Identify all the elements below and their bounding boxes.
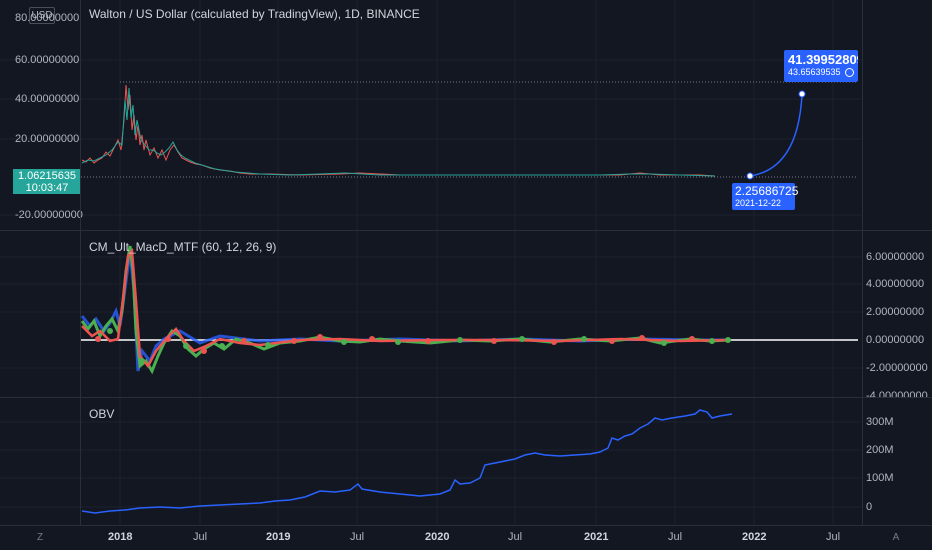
- macd-scale-label: -2.00000000: [866, 362, 928, 374]
- price-chart-svg: [0, 0, 862, 230]
- settings-icon[interactable]: [845, 68, 855, 78]
- macd-scale-label: 4.00000000: [866, 278, 925, 290]
- projection-start-value: 2.25686725: [735, 184, 799, 198]
- signal-line: [81, 247, 731, 369]
- projection-end-point[interactable]: [798, 90, 806, 98]
- price-pane[interactable]: USD Walton / US Dollar (calculated by Tr…: [0, 0, 862, 230]
- macd-scale-label: 6.00000000: [866, 251, 925, 263]
- chart-title: Walton / US Dollar (calculated by Tradin…: [89, 7, 420, 21]
- projection-end-value: 41.39952809: [788, 52, 858, 67]
- last-price-value: 1.06215635: [17, 170, 77, 182]
- macd-pane[interactable]: CM_Ult_MacD_MTF (60, 12, 26, 9) 6.000000…: [0, 231, 932, 397]
- price-scale-label: -20.00000000: [15, 209, 83, 221]
- time-axis-label: 2018: [108, 531, 133, 543]
- price-scale-label: 20.00000000: [15, 133, 80, 145]
- projection-start-date: 2021-12-22: [735, 198, 782, 208]
- time-axis-label: Jul: [668, 531, 683, 543]
- bar-countdown: 10:03:47: [25, 182, 69, 194]
- auto-scale-button[interactable]: A: [892, 532, 900, 543]
- macd-title: CM_Ult_MacD_MTF (60, 12, 26, 9): [89, 240, 277, 254]
- obv-pane[interactable]: OBV 300M 200M 100M 0: [0, 398, 932, 525]
- projection-curve: [749, 94, 803, 177]
- obv-scale-label: 200M: [866, 444, 894, 456]
- price-candles: [81, 84, 716, 177]
- macd-scale-label: 2.00000000: [866, 306, 925, 318]
- last-price-tag: 1.06215635 10:03:47: [13, 169, 81, 194]
- zoom-toggle-button[interactable]: Z: [36, 532, 44, 543]
- time-axis-label: 2019: [266, 531, 291, 543]
- macd-line: [80, 245, 731, 375]
- macd-scale-label: -4.00000000: [866, 390, 928, 397]
- price-scale-label: 80.00000000: [15, 12, 80, 24]
- currency-badge[interactable]: USD: [29, 7, 55, 24]
- macd-chart-svg: [0, 231, 862, 397]
- projection-start-label[interactable]: 2.25686725 2021-12-22: [732, 183, 799, 210]
- time-axis-label: 2021: [584, 531, 609, 543]
- price-scale-label: 40.00000000: [15, 93, 80, 105]
- time-axis-label: 2020: [425, 531, 450, 543]
- time-axis-label: Jul: [193, 531, 208, 543]
- obv-title: OBV: [89, 407, 115, 421]
- time-axis-label: Jul: [508, 531, 523, 543]
- macd-histogram: [80, 250, 730, 372]
- time-axis-label: 2022: [742, 531, 767, 543]
- obv-scale-label: 0: [866, 501, 873, 513]
- obv-scale-label: 300M: [866, 416, 894, 428]
- obv-line: [81, 409, 733, 514]
- projection-start-point[interactable]: [746, 172, 754, 180]
- obv-scale-label: 100M: [866, 472, 894, 484]
- price-scale-label: 60.00000000: [15, 54, 80, 66]
- projection-end-label[interactable]: 41.39952809 43.65639535: [784, 50, 858, 82]
- obv-chart-svg: [0, 398, 862, 525]
- macd-scale-label: 0.00000000: [866, 334, 925, 346]
- time-axis-label: Jul: [350, 531, 365, 543]
- projection-end-subvalue: 43.65639535: [788, 67, 855, 78]
- time-axis[interactable]: Z 2018 Jul 2019 Jul 2020 Jul 2021 Jul 20…: [0, 525, 932, 550]
- time-axis-label: Jul: [826, 531, 841, 543]
- macd-cross-dots: [95, 328, 731, 364]
